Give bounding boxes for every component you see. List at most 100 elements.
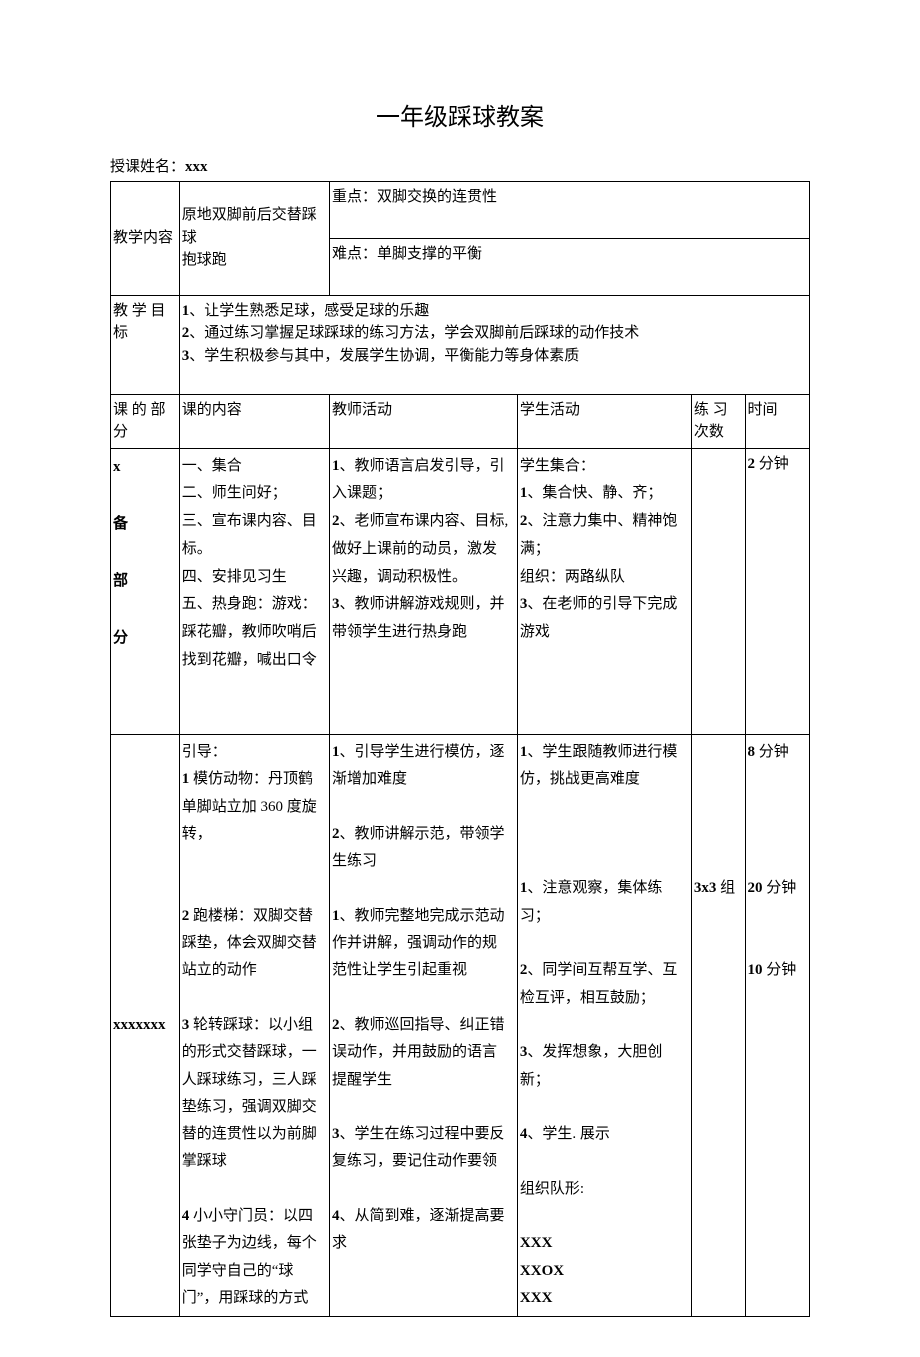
pc-l2: 三、宣布课内容、目: [182, 513, 317, 529]
ms-f3: XXX: [520, 1290, 553, 1306]
ms-ta1b: 习；: [520, 908, 550, 924]
ps-t2b: 满；: [520, 541, 550, 557]
mc-l2b: 跑楼梯：双脚交替: [189, 908, 313, 924]
ps-t3: 、在老师的引导下完成: [527, 596, 677, 612]
mc-l1b: 模仿动物：丹顶鹤: [189, 771, 313, 787]
mt-na2: 2: [332, 1017, 340, 1033]
hdr-c5a: 练 习: [694, 402, 728, 418]
pc-l7: 找到花瓣，喊出口令: [182, 652, 317, 668]
mt-t2: 、教师讲解示范，带领学: [340, 826, 505, 842]
obj-t1: 、让学生熟悉足球，感受足球的乐趣: [189, 303, 429, 319]
pc-l5: 五、热身跑：游戏：: [182, 596, 317, 612]
mc-l4c: 张垫子为边线，每个: [182, 1235, 317, 1251]
ms-ta1: 、注意观察，集体练: [527, 880, 662, 896]
mt-ta4: 、从简到难，逐渐提高要: [340, 1208, 505, 1224]
pt-t3: 、教师讲解游戏规则，并: [340, 596, 505, 612]
pc-l4: 四、安排见习生: [182, 569, 287, 585]
mr-val: 3x3: [694, 880, 717, 896]
mc-l3d: 人踩球练习，三人踩: [182, 1072, 317, 1088]
pt-t2b: 做好上课前的动员，激发: [332, 541, 497, 557]
obj-t2: 、通过练习掌握足球踩球的练习方法，学会双脚前后踩球的动作技术: [189, 325, 639, 341]
mt-t2b: 生练习: [332, 853, 377, 869]
mc-l4b: 小小守门员：以四: [189, 1208, 313, 1224]
ms-t1: 、学生跟随教师进行模: [527, 744, 677, 760]
pc-l3: 标。: [182, 541, 212, 557]
objectives-cell: 1、让学生熟悉足球，感受足球的乐趣 2、通过练习掌握足球踩球的练习方法，学会双脚…: [179, 295, 809, 394]
ms-f1: XXX: [520, 1235, 553, 1251]
mc-l2d: 站立的动作: [182, 962, 257, 978]
ms-f2: XXOX: [520, 1263, 564, 1279]
main-time: 8 分钟 20 分钟 10 分钟: [745, 735, 809, 1317]
mc-l3f: 替的连贯性以为前脚: [182, 1126, 317, 1142]
mc-l3g: 掌踩球: [182, 1153, 227, 1169]
lbl-p1: 教 学 目: [113, 303, 166, 319]
ms-ta2b: 检互评，相互鼓励；: [520, 990, 655, 1006]
mt-ta1: 、教师完整地完成示范动: [340, 908, 505, 924]
page-title: 一年级踩球教案: [110, 100, 810, 136]
lesson-plan-table: 教学内容 原地双脚前后交替踩球 抱球跑 重点：双脚交换的连贯性 难点：单脚支撑的…: [110, 181, 810, 1318]
mt-ta2c: 提醒学生: [332, 1072, 392, 1088]
teaching-content-body: 原地双脚前后交替踩球 抱球跑: [179, 181, 329, 295]
ps-t3b: 游戏: [520, 624, 550, 640]
prep-side-label: x 备 部 分: [111, 448, 180, 735]
mc-l3c: 的形式交替踩球，一: [182, 1044, 317, 1060]
mt-t1: 、引导学生进行模仿，逐: [340, 744, 505, 760]
ms-t1b: 仿，挑战更高难度: [520, 771, 640, 787]
ps-pre: 学生集合：: [520, 458, 595, 474]
main-student: 1、学生跟随教师进行模 仿，挑战更高难度 1、注意观察，集体练 习； 2、同学间…: [517, 735, 691, 1317]
main-side-label: xxxxxxx: [111, 735, 180, 1317]
mc-l4e: 门”，用踩球的方式: [182, 1290, 309, 1306]
mt-t1b: 渐增加难度: [332, 771, 407, 787]
pc-l1: 二、师生问好；: [182, 485, 287, 501]
pt-t1: 、教师语言启发引导，引: [340, 458, 505, 474]
mc-l3b: 轮转踩球：以小组: [189, 1017, 313, 1033]
difficulty-cell: 难点：单脚支撑的平衡: [330, 238, 810, 295]
prep-student: 学生集合： 1、集合快、静、齐； 2、注意力集中、精神饱 满； 组织：两路纵队 …: [517, 448, 691, 735]
mt-ta1c: 范性让学生引起重视: [332, 962, 467, 978]
hdr-c1a: 课 的 部: [113, 402, 166, 418]
pt-t2c: 兴趣，调动积极性。: [332, 569, 467, 585]
prep-time: 2 分钟: [745, 448, 809, 735]
mt-ta3b: 复练习，要记住动作要领: [332, 1153, 497, 1169]
ms-ta4: 、学生. 展示: [527, 1126, 610, 1142]
mc-l4d: 同学守自己的“球: [182, 1263, 294, 1279]
ps-org: 组织：两路纵队: [520, 569, 625, 585]
mt-na1: 1: [332, 908, 340, 924]
prep-teacher: 1、教师语言启发引导，引 入课题； 2、老师宣布课内容、目标, 做好上课前的动员…: [330, 448, 518, 735]
hdr-reps: 练 习 次数: [691, 394, 745, 448]
pt-unit: 分钟: [755, 456, 789, 472]
mc-l1c: 单脚站立加 360 度旋: [182, 799, 317, 815]
hdr-time: 时间: [745, 394, 809, 448]
mr-unit: 组: [716, 880, 735, 896]
ms-ta3: 、发挥想象，大胆创新；: [520, 1044, 663, 1087]
mt-ta2: 、教师巡回指导、纠正错: [340, 1017, 505, 1033]
ps-t1: 、集合快、静、齐；: [527, 485, 662, 501]
prep-reps: [691, 448, 745, 735]
mt-n2: 2: [332, 826, 340, 842]
mt1-u: 分钟: [755, 744, 789, 760]
hdr-c1b: 分: [113, 424, 128, 440]
hdr-teacher: 教师活动: [330, 394, 518, 448]
row-objectives-label: 教 学 目 标: [111, 295, 180, 394]
mt1-n: 8: [748, 744, 756, 760]
pt-n1: 1: [332, 458, 340, 474]
lbl-p2: 标: [113, 325, 128, 341]
mt2-n: 20: [748, 880, 763, 896]
main-reps: 3x3 组: [691, 735, 745, 1317]
mt-ta4b: 求: [332, 1235, 347, 1251]
prep-content: 一、集合 二、师生问好； 三、宣布课内容、目 标。 四、安排见习生 五、热身跑：…: [179, 448, 329, 735]
mt3-u: 分钟: [763, 962, 797, 978]
mt-na3: 3: [332, 1126, 340, 1142]
mt2-u: 分钟: [763, 880, 797, 896]
pt-n3: 3: [332, 596, 340, 612]
mt-ta2b: 误动作，并用鼓励的语言: [332, 1044, 497, 1060]
ps-t2: 、注意力集中、精神饱: [527, 513, 677, 529]
ms-org: 组织队形:: [520, 1181, 584, 1197]
keypoint-cell: 重点：双脚交换的连贯性: [330, 181, 810, 238]
hdr-c5b: 次数: [694, 424, 724, 440]
mc-lead: 引导：: [182, 744, 227, 760]
hdr-student: 学生活动: [517, 394, 691, 448]
mt-n1: 1: [332, 744, 340, 760]
pt-t1b: 入课题；: [332, 485, 392, 501]
pc-l6: 踩花瓣，教师吹哨后: [182, 624, 317, 640]
